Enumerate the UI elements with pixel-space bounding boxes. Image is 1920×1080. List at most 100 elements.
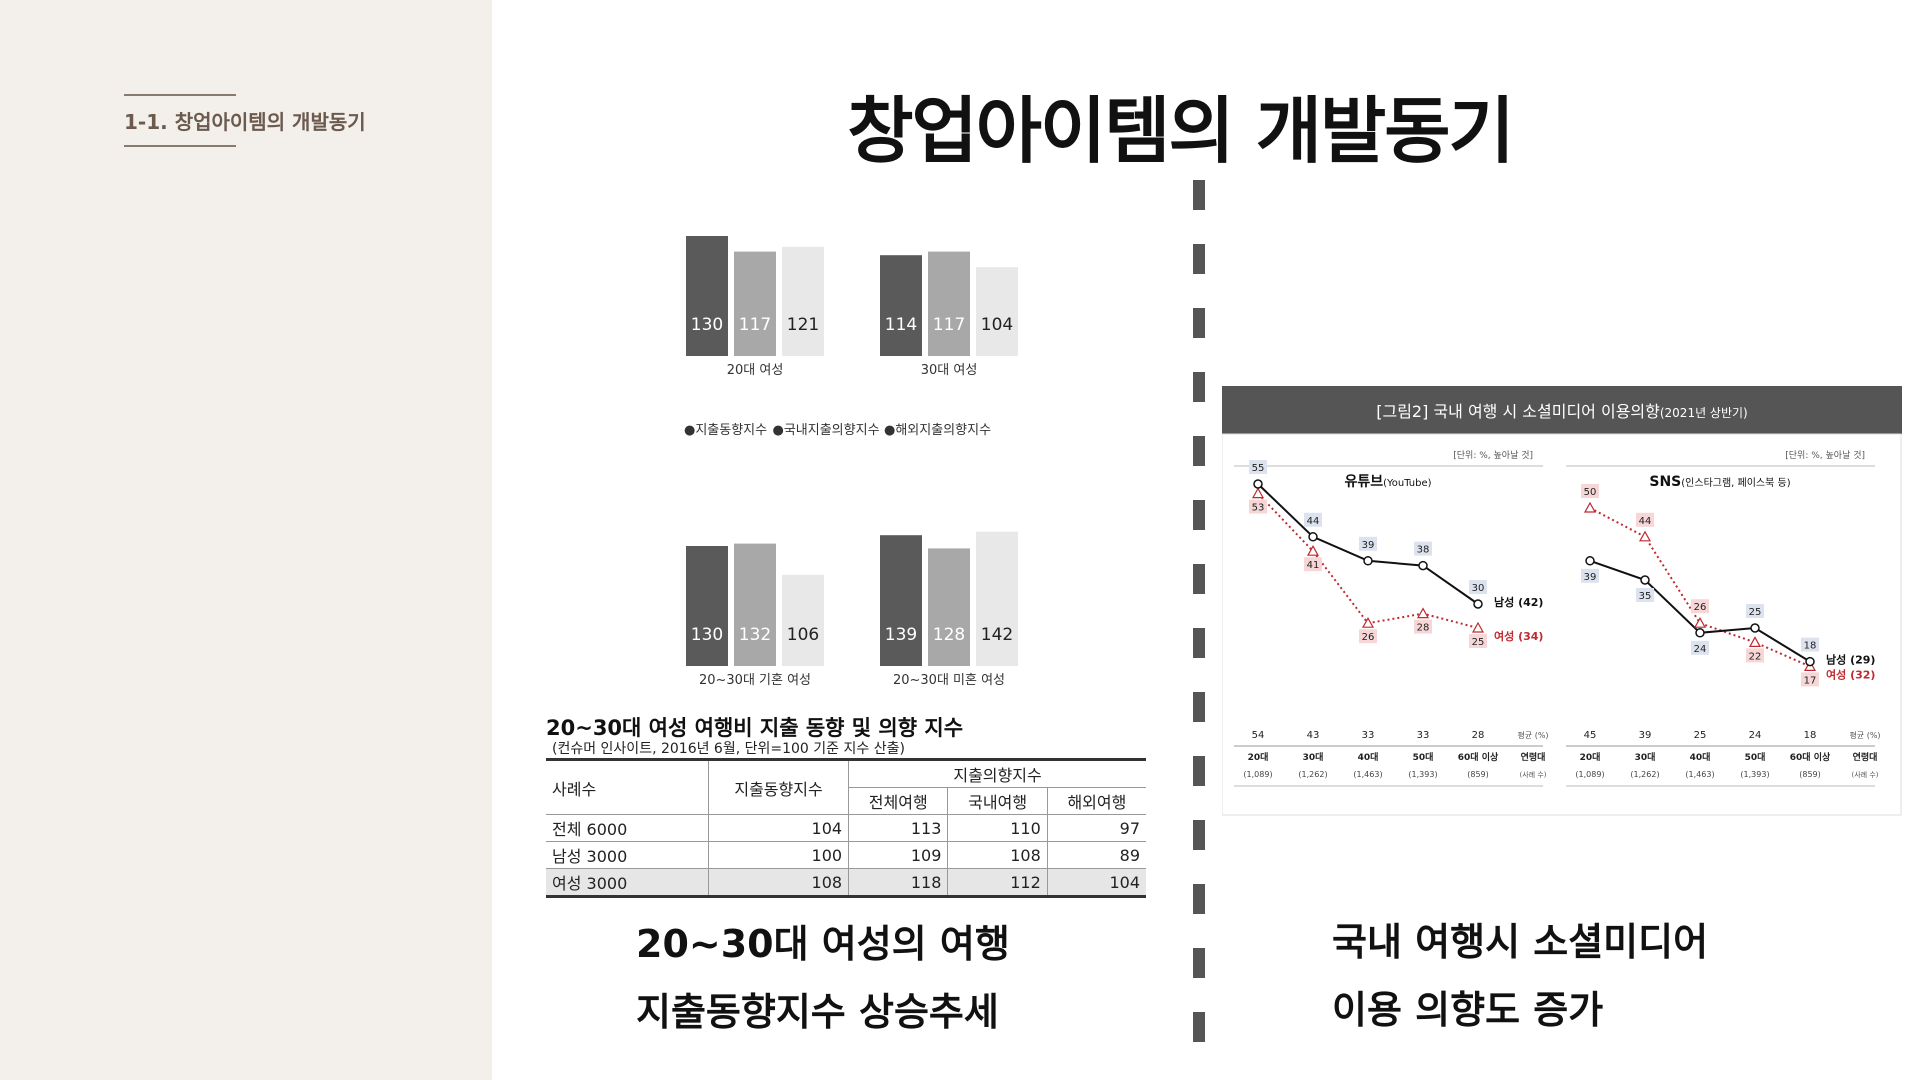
sample-size: (1,393) [1408, 770, 1437, 779]
bar-value-label: 130 [691, 625, 723, 645]
table-row: 여성 3000 108 118 112 104 [546, 868, 1146, 898]
cell-domestic: 112 [947, 868, 1048, 898]
category-label: 30대 [1635, 751, 1656, 763]
category-label: 50대 [1413, 751, 1434, 763]
table-title: 20~30대 여성 여행비 지출 동향 및 의향 지수 [546, 716, 964, 740]
cell-overseas: 97 [1046, 814, 1146, 842]
average-value: 45 [1584, 730, 1597, 741]
female-line [1589, 507, 1811, 668]
male-value-label: 35 [1639, 591, 1652, 602]
male-point [1308, 532, 1318, 542]
female-point [1416, 607, 1430, 619]
average-value: 43 [1307, 730, 1320, 741]
female-value-label: 22 [1749, 651, 1762, 662]
male-point [1418, 560, 1428, 571]
average-label: 평균 (%) [1517, 730, 1548, 740]
row-label: 전체 6000 [546, 814, 709, 842]
cell-all: 113 [848, 814, 948, 842]
header-intent: 지출의향지수 [848, 758, 1146, 788]
male-value-label: 18 [1804, 641, 1817, 652]
bar-chart-figure: 130 117 121 20대 여성 114 117 104 30대 여성 130 132 106 2… [684, 236, 1018, 688]
right-caption-line2: 이용 의향도 증가 [1332, 988, 1604, 1032]
sample-size: (1,089) [1243, 770, 1272, 779]
male-value-label: 38 [1417, 545, 1430, 556]
right-caption-line1: 국내 여행시 소셜미디어 [1332, 920, 1709, 964]
male-label-bg [1746, 604, 1764, 618]
male-label-bg [1359, 536, 1377, 551]
sample-label: (사례 수) [1851, 770, 1878, 779]
category-label: 20대 [1248, 751, 1269, 763]
bar [976, 531, 1018, 666]
group-label: 20대 여성 [727, 363, 784, 378]
bar [782, 574, 824, 666]
male-point [1750, 623, 1760, 633]
unit-note: [단위: %, 높아날 것] [1785, 450, 1865, 461]
male-point [1695, 628, 1705, 638]
category-label: 50대 [1745, 751, 1766, 763]
chart-title: SNS(인스타그램, 페이스북 등) [1649, 474, 1790, 490]
female-value-label: 44 [1639, 516, 1652, 527]
unit-note: [단위: %, 높아날 것] [1453, 450, 1533, 461]
male-label-bg [1414, 541, 1432, 556]
female-label-bg [1801, 672, 1819, 687]
male-value-label: 24 [1694, 644, 1707, 655]
male-label-bg [1581, 568, 1599, 583]
sample-label: (사례 수) [1519, 770, 1546, 779]
male-series-label: 남성 (42) [1494, 595, 1543, 609]
male-label-bg [1469, 580, 1487, 594]
male-point [1640, 575, 1650, 585]
female-label-bg [1249, 499, 1267, 514]
bar [782, 246, 824, 356]
male-series-label: 남성 (29) [1826, 653, 1875, 667]
legend-entry: ●국내지출의향지수 [773, 423, 880, 438]
average-value: 33 [1417, 730, 1430, 741]
bar-value-label: 117 [739, 315, 771, 335]
category-label: 30대 [1303, 751, 1324, 763]
header-all: 전체여행 [848, 787, 948, 815]
female-label-bg [1746, 648, 1764, 663]
female-point [1583, 501, 1597, 513]
male-value-label: 30 [1472, 583, 1485, 594]
sample-size: (1,393) [1740, 770, 1769, 779]
male-label-bg [1801, 637, 1819, 652]
figure-header [1222, 386, 1902, 434]
cell-all: 118 [848, 868, 948, 898]
female-value-label: 41 [1307, 560, 1320, 571]
bar-value-label: 114 [885, 315, 917, 335]
average-value: 25 [1694, 730, 1707, 741]
male-point [1805, 656, 1815, 667]
category-label: 60대 이상 [1458, 751, 1499, 763]
header-overseas: 해외여행 [1046, 787, 1146, 815]
male-label-bg [1304, 512, 1322, 527]
female-value-label: 17 [1804, 675, 1817, 686]
category-label: 20대 [1580, 751, 1601, 763]
female-label-bg [1636, 512, 1654, 527]
female-series-label: 여성 (34) [1494, 629, 1543, 643]
male-value-label: 55 [1252, 463, 1265, 474]
male-point [1363, 556, 1373, 566]
sample-size: (1,089) [1575, 770, 1604, 779]
cell-domestic: 108 [947, 841, 1048, 869]
male-value-label: 25 [1749, 607, 1762, 618]
bar [734, 251, 776, 356]
sample-size: (859) [1467, 770, 1489, 779]
bar [734, 543, 776, 666]
female-label-bg [1304, 557, 1322, 572]
bar [880, 535, 922, 666]
sample-size: (859) [1799, 770, 1821, 779]
cell-trend: 100 [707, 841, 849, 869]
sample-size: (1,262) [1630, 770, 1659, 779]
male-label-bg [1691, 640, 1709, 655]
bar-value-label: 132 [739, 625, 771, 645]
sample-size: (1,262) [1298, 770, 1327, 779]
bar [686, 546, 728, 666]
page-title: 창업아이템의 개발동기 [847, 89, 1514, 173]
figure-title: [그림2] 국내 여행 시 소셜미디어 이용의향(2021년 상반기) [1376, 402, 1748, 421]
average-value: 54 [1252, 730, 1265, 741]
header-domestic: 국내여행 [947, 787, 1048, 815]
female-point [1693, 616, 1707, 628]
bar-value-label: 117 [933, 315, 965, 335]
cell-overseas: 89 [1046, 841, 1146, 869]
cell-domestic: 110 [947, 814, 1048, 842]
cell-all: 109 [848, 841, 948, 869]
